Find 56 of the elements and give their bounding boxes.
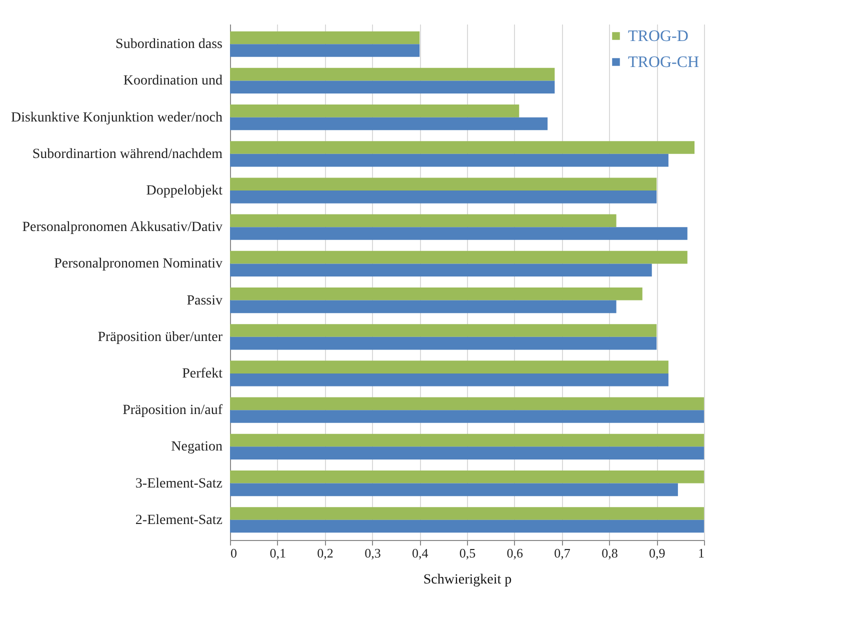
bar xyxy=(230,324,657,337)
y-tick-label: Personalpronomen Nominativ xyxy=(54,256,222,272)
bar xyxy=(230,154,668,167)
bar xyxy=(230,178,657,191)
bar xyxy=(230,250,688,264)
x-tick-label: 0 xyxy=(230,546,237,560)
bar xyxy=(230,31,420,44)
x-tick-label: 0,8 xyxy=(602,546,618,560)
bar xyxy=(230,520,704,533)
bar xyxy=(230,483,678,496)
bar xyxy=(230,104,520,118)
bar xyxy=(230,336,657,350)
y-tick-label: Koordination und xyxy=(123,74,222,89)
x-tick-label: 0,1 xyxy=(270,546,286,560)
y-tick-label: Diskunktive Konjunktion weder/noch xyxy=(10,110,222,126)
x-tick-label: 0,2 xyxy=(317,546,334,560)
bar xyxy=(230,190,657,204)
bar xyxy=(230,287,642,300)
x-tick-label: 0,7 xyxy=(554,546,571,560)
x-tick-label: 0,3 xyxy=(364,546,381,560)
bar xyxy=(230,141,695,154)
y-tick-label: Präposition in/auf xyxy=(122,403,223,418)
x-axis-title: Schwierigkeit p xyxy=(423,572,512,588)
y-tick-label: Doppelobjekt xyxy=(146,184,223,199)
x-tick-label: 1 xyxy=(698,546,704,560)
y-tick-label: Präposition über/unter xyxy=(98,330,223,345)
y-tick-label: Passiv xyxy=(186,293,222,308)
bar xyxy=(230,397,704,410)
bar xyxy=(230,360,668,374)
legend-label: TROG-D xyxy=(628,28,688,45)
x-tick-label: 0,9 xyxy=(648,546,666,560)
bar xyxy=(230,446,704,460)
y-tick-label: Personalpronomen Akkusativ/Dativ xyxy=(22,220,222,236)
bar xyxy=(230,227,688,240)
bar xyxy=(230,410,704,423)
bar xyxy=(230,470,704,484)
bar xyxy=(230,300,616,314)
bar xyxy=(230,117,548,130)
y-tick-label: 2-Element-Satz xyxy=(135,512,222,528)
y-tick-label: Perfekt xyxy=(182,366,223,382)
x-tick-label: 0,5 xyxy=(459,546,476,560)
bar xyxy=(230,44,420,57)
x-tick-label: 0,4 xyxy=(412,546,429,560)
y-tick-label: Subordinartion während/nachdem xyxy=(32,146,223,162)
bar xyxy=(230,507,704,520)
bar xyxy=(230,214,616,228)
y-tick-label: 3-Element-Satz xyxy=(135,476,222,492)
y-tick-label: Negation xyxy=(171,440,222,455)
bar xyxy=(230,373,668,386)
bar xyxy=(230,264,652,277)
bar xyxy=(230,80,555,94)
y-tick-label: Subordination dass xyxy=(116,37,222,52)
x-tick-label: 0,6 xyxy=(506,546,524,560)
bar xyxy=(230,68,555,81)
legend-label: TROG-CH xyxy=(628,54,700,71)
bar xyxy=(230,434,704,447)
